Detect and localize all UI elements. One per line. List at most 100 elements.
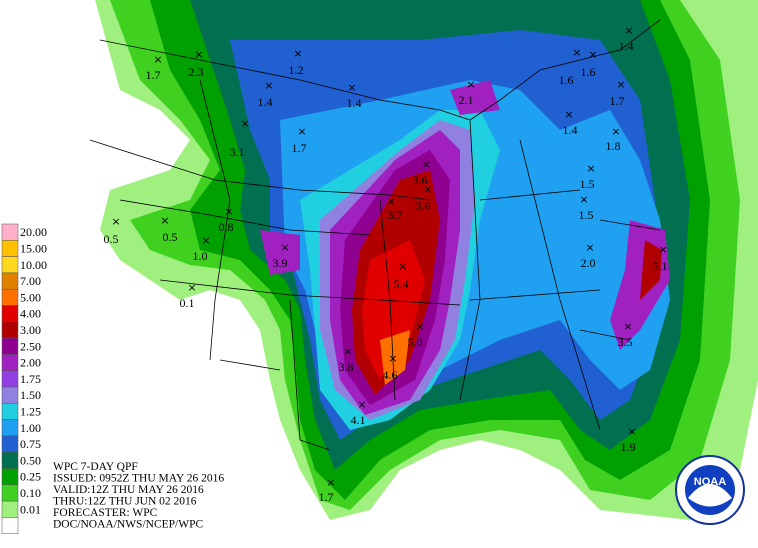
legend-swatch <box>1 468 19 486</box>
legend: 20.00 15.00 10.00 7.00 5.00 4.00 3.00 2.50 2.00 1… <box>1 223 47 534</box>
legend-label: 1.25 <box>20 404 41 418</box>
point-value: 3.5 <box>618 335 633 349</box>
precip-fields <box>95 0 758 520</box>
legend-label: 3.00 <box>20 323 41 337</box>
point-value: 1.6 <box>559 73 574 87</box>
point-marker: × <box>588 48 597 61</box>
header-line: VALID:12Z THU MAY 26 2016 <box>53 484 204 496</box>
point-value: 1.2 <box>289 63 304 77</box>
logo-text: NOAA <box>694 476 726 488</box>
point-value: 4.1 <box>351 413 366 427</box>
point-marker: × <box>194 48 203 61</box>
legend-label: 4.00 <box>20 307 41 321</box>
point-value: 1.7 <box>319 490 334 504</box>
point-marker: × <box>386 195 395 208</box>
legend-swatch <box>1 451 19 469</box>
legend-swatch <box>1 288 19 306</box>
point-marker: × <box>623 320 632 333</box>
legend-swatch <box>1 435 19 453</box>
legend-swatch <box>1 272 19 290</box>
header-line: THRU:12Z THU JUN 02 2016 <box>53 496 197 508</box>
legend-swatch <box>1 337 19 355</box>
point-value: 5.1 <box>653 259 668 273</box>
point-marker: × <box>624 24 633 37</box>
point-marker: × <box>586 162 595 175</box>
point-value: 3.6 <box>413 173 428 187</box>
legend-swatch <box>1 517 19 534</box>
point-value: 0.5 <box>163 230 178 244</box>
header-line: WPC 7-DAY QPF <box>53 461 138 473</box>
point-marker: × <box>347 81 356 94</box>
legend-swatch <box>1 419 19 437</box>
point-value: 1.4 <box>347 96 362 110</box>
point-value: 1.7 <box>610 94 625 108</box>
legend-label: 0.25 <box>20 470 41 484</box>
point-value: 0.8 <box>219 220 234 234</box>
point-labels: ×2.3×1.7×1.2×1.4×1.4×2.1×1.6×1.6×1.4×1.7… <box>104 24 668 504</box>
point-marker: × <box>326 476 335 489</box>
header-line: DOC/NOAA/NWS/NCEP/WPC <box>53 519 203 531</box>
point-value: 1.6 <box>581 65 596 79</box>
point-marker: × <box>572 46 581 59</box>
legend-label: 0.10 <box>20 486 41 500</box>
point-value: 2.3 <box>189 65 204 79</box>
point-marker: × <box>280 241 289 254</box>
header-line: ISSUED: 0952Z THU MAY 26 2016 <box>53 473 224 485</box>
point-value: 3.1 <box>230 145 245 159</box>
legend-label: 15.00 <box>20 241 47 255</box>
point-value: 1.7 <box>146 68 161 82</box>
point-marker: × <box>658 243 667 256</box>
legend-swatch <box>1 305 19 323</box>
point-marker: × <box>466 78 475 91</box>
legend-swatch <box>1 386 19 404</box>
legend-label: 0.50 <box>20 453 41 467</box>
legend-label: 0.01 <box>20 502 41 516</box>
legend-label: 1.75 <box>20 372 41 386</box>
legend-label: 0.75 <box>20 437 41 451</box>
point-marker: × <box>611 125 620 138</box>
legend-label: 10.00 <box>20 258 47 272</box>
point-marker: × <box>388 352 397 365</box>
point-value: 2.1 <box>459 93 474 107</box>
point-marker: × <box>111 215 120 228</box>
point-marker: × <box>224 205 233 218</box>
noaa-logo: NOAA <box>675 455 745 525</box>
point-marker: × <box>627 425 636 438</box>
point-marker: × <box>415 320 424 333</box>
point-marker: × <box>160 214 169 227</box>
point-value: 2.0 <box>581 256 596 270</box>
legend-label: 1.50 <box>20 388 41 402</box>
legend-swatch <box>1 370 19 388</box>
legend-swatch <box>1 500 19 518</box>
legend-swatch <box>1 223 19 241</box>
point-value: 1.5 <box>579 208 594 222</box>
legend-swatch <box>1 403 19 420</box>
legend-label: 2.00 <box>20 356 41 370</box>
point-value: 3.8 <box>339 360 354 374</box>
point-marker: × <box>264 79 273 92</box>
point-marker: × <box>357 398 366 411</box>
legend-label: 7.00 <box>20 274 41 288</box>
point-marker: × <box>297 125 306 138</box>
header-line: FORECASTER: WPC <box>53 507 158 519</box>
legend-swatch <box>1 321 19 339</box>
point-value: 1.4 <box>563 123 578 137</box>
point-marker: × <box>153 53 162 66</box>
point-value: 1.7 <box>292 141 307 155</box>
point-value: 1.8 <box>606 139 621 153</box>
point-value: 5.0 <box>408 335 423 349</box>
point-marker: × <box>585 241 594 254</box>
boundaries <box>89 19 661 451</box>
legend-label: 1.00 <box>20 421 41 435</box>
point-value: 0.5 <box>104 232 119 246</box>
point-marker: × <box>398 260 407 273</box>
point-marker: × <box>421 158 430 171</box>
legend-swatch <box>1 256 19 274</box>
legend-label: 5.00 <box>20 290 41 304</box>
point-marker: × <box>240 117 249 130</box>
legend-swatch <box>1 484 19 502</box>
point-marker: × <box>343 345 352 358</box>
point-marker: × <box>187 281 196 294</box>
